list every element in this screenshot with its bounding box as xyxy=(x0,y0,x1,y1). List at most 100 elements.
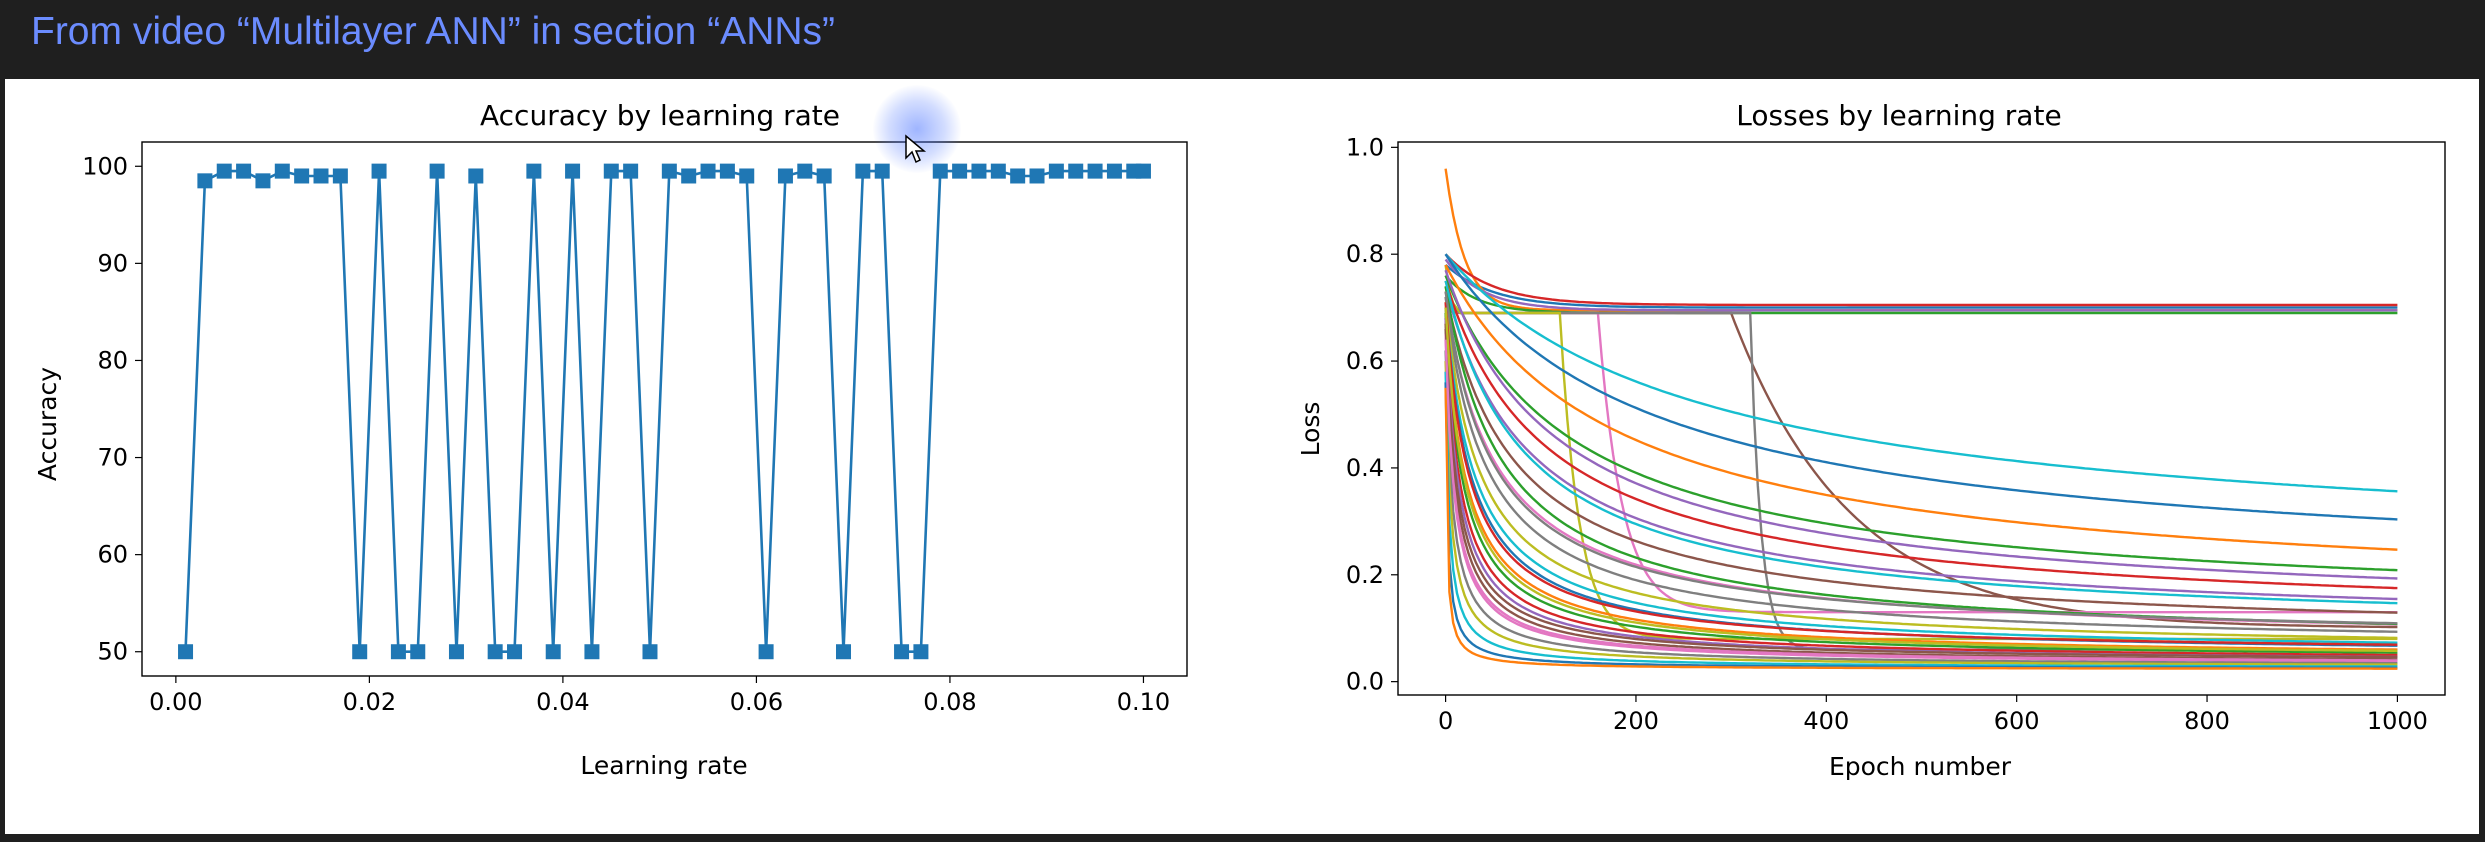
accuracy-point xyxy=(797,163,813,179)
loss-curve xyxy=(1444,296,2398,614)
losses-x-tick-label: 800 xyxy=(2184,707,2230,735)
accuracy-point xyxy=(777,168,793,184)
losses-x-ticks: 0 200 400 600 800 1000 xyxy=(1438,695,2428,735)
accuracy-y-tick-label: 50 xyxy=(97,638,128,666)
accuracy-point xyxy=(719,163,735,179)
accuracy-point xyxy=(894,644,910,660)
loss-curve xyxy=(1444,264,2398,551)
accuracy-x-tick-label: 0.06 xyxy=(730,688,783,716)
accuracy-point xyxy=(545,644,561,660)
accuracy-x-tick-label: 0.10 xyxy=(1117,688,1170,716)
losses-chart: Losses by learning rate 0 200 400 600 800 100… xyxy=(1296,99,2446,781)
accuracy-point xyxy=(952,163,968,179)
loss-curve xyxy=(1444,323,2398,659)
accuracy-point xyxy=(371,163,387,179)
loss-curve xyxy=(1444,350,2398,665)
accuracy-point xyxy=(332,168,348,184)
loss-curve xyxy=(1444,275,2398,572)
accuracy-point xyxy=(487,644,503,660)
loss-curve xyxy=(1444,253,2398,493)
loss-curve xyxy=(1444,387,2398,670)
accuracy-y-tick-label: 60 xyxy=(97,541,128,569)
losses-x-axis-label: Epoch number xyxy=(1829,752,2012,781)
accuracy-point xyxy=(352,644,368,660)
losses-x-tick-label: 0 xyxy=(1438,707,1453,735)
accuracy-point xyxy=(1087,163,1103,179)
accuracy-point xyxy=(661,163,677,179)
accuracy-point xyxy=(390,644,406,660)
losses-x-tick-label: 400 xyxy=(1803,707,1849,735)
accuracy-y-tick-label: 70 xyxy=(97,444,128,472)
accuracy-point xyxy=(584,644,600,660)
losses-y-tick-label: 0.8 xyxy=(1346,240,1384,268)
accuracy-point xyxy=(178,644,194,660)
accuracy-point xyxy=(313,168,329,184)
accuracy-point xyxy=(255,173,271,189)
loss-curve xyxy=(1444,307,2398,653)
accuracy-point xyxy=(623,163,639,179)
accuracy-y-ticks: 50 60 70 80 90 100 xyxy=(82,152,142,666)
loss-curve xyxy=(1444,258,2398,312)
accuracy-point xyxy=(681,168,697,184)
accuracy-series xyxy=(178,163,1151,660)
accuracy-y-axis-label: Accuracy xyxy=(33,367,62,481)
accuracy-point xyxy=(429,163,445,179)
accuracy-y-tick-label: 90 xyxy=(97,249,128,277)
losses-chart-title: Losses by learning rate xyxy=(1736,99,2061,132)
loss-curve xyxy=(1444,371,2398,668)
loss-curve xyxy=(1444,318,2398,657)
accuracy-x-axis-label: Learning rate xyxy=(580,751,747,780)
accuracy-point xyxy=(526,163,542,179)
accuracy-x-tick-label: 0.08 xyxy=(923,688,976,716)
accuracy-point xyxy=(236,163,252,179)
loss-curve xyxy=(1444,339,2398,662)
accuracy-point xyxy=(274,163,290,179)
accuracy-point xyxy=(1010,168,1026,184)
accuracy-point xyxy=(1068,163,1084,179)
loss-curve xyxy=(1444,253,2398,521)
losses-y-tick-label: 1.0 xyxy=(1346,133,1384,161)
accuracy-point xyxy=(216,163,232,179)
loss-curve xyxy=(1444,361,2398,666)
losses-y-ticks: 0.0 0.2 0.4 0.6 0.8 1.0 xyxy=(1346,133,1398,696)
accuracy-point xyxy=(874,163,890,179)
loss-curve xyxy=(1444,264,2398,641)
accuracy-chart: Accuracy by learning rate 0.00 0.02 0.04 0.… xyxy=(33,99,1188,780)
accuracy-point xyxy=(448,644,464,660)
accuracy-point xyxy=(1106,163,1122,179)
figure-canvas: Accuracy by learning rate 0.00 0.02 0.04 0.… xyxy=(33,99,2446,781)
losses-y-tick-label: 0.4 xyxy=(1346,454,1384,482)
accuracy-point xyxy=(971,163,987,179)
accuracy-point xyxy=(758,644,774,660)
accuracy-point xyxy=(565,163,581,179)
accuracy-point xyxy=(1135,163,1151,179)
accuracy-point xyxy=(468,168,484,184)
accuracy-point xyxy=(990,163,1006,179)
accuracy-x-tick-label: 0.00 xyxy=(149,688,202,716)
loss-curve xyxy=(1444,302,2398,640)
accuracy-point xyxy=(1029,168,1045,184)
accuracy-point xyxy=(700,163,716,179)
loss-curve xyxy=(1444,312,2398,654)
page-caption: From video “Multilayer ANN” in section “… xyxy=(31,10,836,53)
loss-curve xyxy=(1444,291,2398,625)
accuracy-point xyxy=(410,644,426,660)
losses-y-tick-label: 0.6 xyxy=(1346,347,1384,375)
losses-x-tick-label: 600 xyxy=(1994,707,2040,735)
accuracy-x-tick-label: 0.02 xyxy=(343,688,396,716)
accuracy-point xyxy=(603,163,619,179)
accuracy-point xyxy=(507,644,523,660)
loss-curve xyxy=(1444,269,2398,580)
losses-y-tick-label: 0.0 xyxy=(1346,668,1384,696)
accuracy-point xyxy=(816,168,832,184)
accuracy-point xyxy=(642,644,658,660)
losses-y-axis-label: Loss xyxy=(1296,402,1325,457)
mouse-pointer-icon xyxy=(905,134,927,164)
figure-panel: Accuracy by learning rate 0.00 0.02 0.04 0.… xyxy=(5,79,2479,834)
loss-curve xyxy=(1444,280,2398,590)
loss-curve xyxy=(1444,296,2398,633)
accuracy-x-ticks: 0.00 0.02 0.04 0.06 0.08 0.10 xyxy=(149,676,1170,716)
accuracy-point xyxy=(1048,163,1064,179)
accuracy-point xyxy=(197,173,213,189)
loss-curve xyxy=(1444,307,2398,644)
